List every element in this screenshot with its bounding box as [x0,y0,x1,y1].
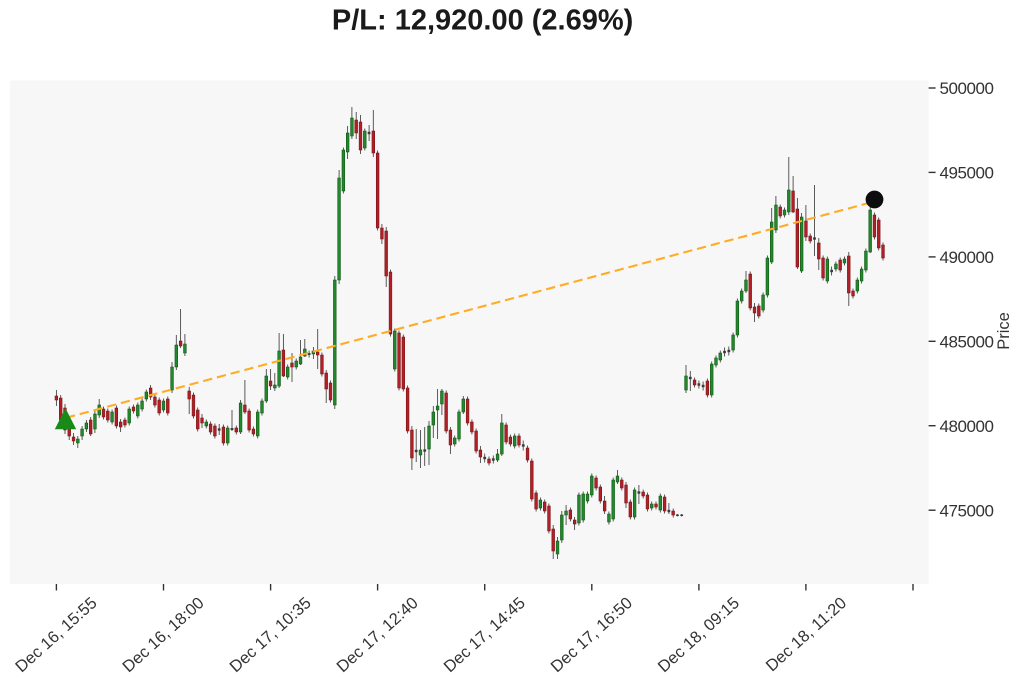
svg-text:495000: 495000 [940,164,994,183]
svg-text:485000: 485000 [940,332,994,351]
svg-text:490000: 490000 [940,248,994,267]
svg-text:Price: Price [995,312,1013,350]
svg-text:500000: 500000 [940,79,994,98]
svg-text:475000: 475000 [940,501,994,520]
svg-text:P/L: 12,920.00 (2.69%): P/L: 12,920.00 (2.69%) [332,4,633,36]
svg-text:480000: 480000 [940,417,994,436]
